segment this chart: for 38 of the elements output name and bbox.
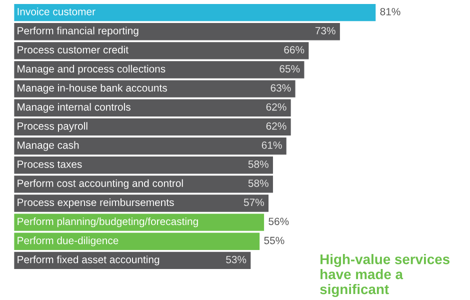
y-tick-label: Perform due-diligence	[18, 236, 118, 246]
y-tick-label: Process customer credit	[18, 46, 128, 54]
y-tick-label: Manage and process collections	[18, 64, 166, 75]
bar	[14, 99, 291, 116]
data-label: 53%	[226, 256, 246, 264]
data-label: 81%	[380, 8, 400, 16]
bar	[14, 23, 340, 40]
bar	[14, 137, 286, 155]
y-tick-label: Perform cost accounting and control	[18, 179, 183, 190]
bar	[14, 232, 260, 250]
data-label: 61%	[262, 141, 282, 149]
y-tick-label: Manage cash	[18, 141, 79, 151]
data-label: 63%	[270, 84, 291, 92]
data-label: 65%	[280, 65, 300, 73]
data-label: 55%	[264, 236, 284, 244]
data-label: 73%	[315, 27, 336, 34]
data-label: 56%	[268, 218, 289, 226]
y-tick-label: Perform financial reporting	[18, 26, 138, 36]
data-label: 66%	[284, 46, 304, 54]
y-tick-label: Manage internal controls	[18, 103, 130, 113]
y-tick-label: Perform fixed asset accounting	[18, 256, 160, 266]
y-tick-label: Process expense reimbursements	[18, 198, 174, 208]
y-tick-label: Manage in-house bank accounts	[18, 84, 167, 94]
y-tick-label: Process payroll	[18, 122, 88, 132]
data-label: 57%	[244, 198, 264, 206]
data-label: 58%	[248, 160, 268, 168]
bar	[14, 156, 273, 174]
y-tick-label: Invoice customer	[18, 8, 96, 16]
y-tick-label: Process taxes	[18, 160, 82, 168]
annotation: High-value services have made a significant	[320, 254, 450, 297]
data-label: 62%	[266, 103, 286, 111]
bar	[14, 4, 376, 22]
y-tick-label: Perform planning/budgeting/forecasting	[18, 217, 198, 228]
bar	[14, 118, 291, 136]
data-label: 62%	[266, 122, 286, 130]
bar	[14, 214, 264, 231]
data-label: 58%	[248, 180, 268, 187]
bar	[14, 252, 251, 270]
